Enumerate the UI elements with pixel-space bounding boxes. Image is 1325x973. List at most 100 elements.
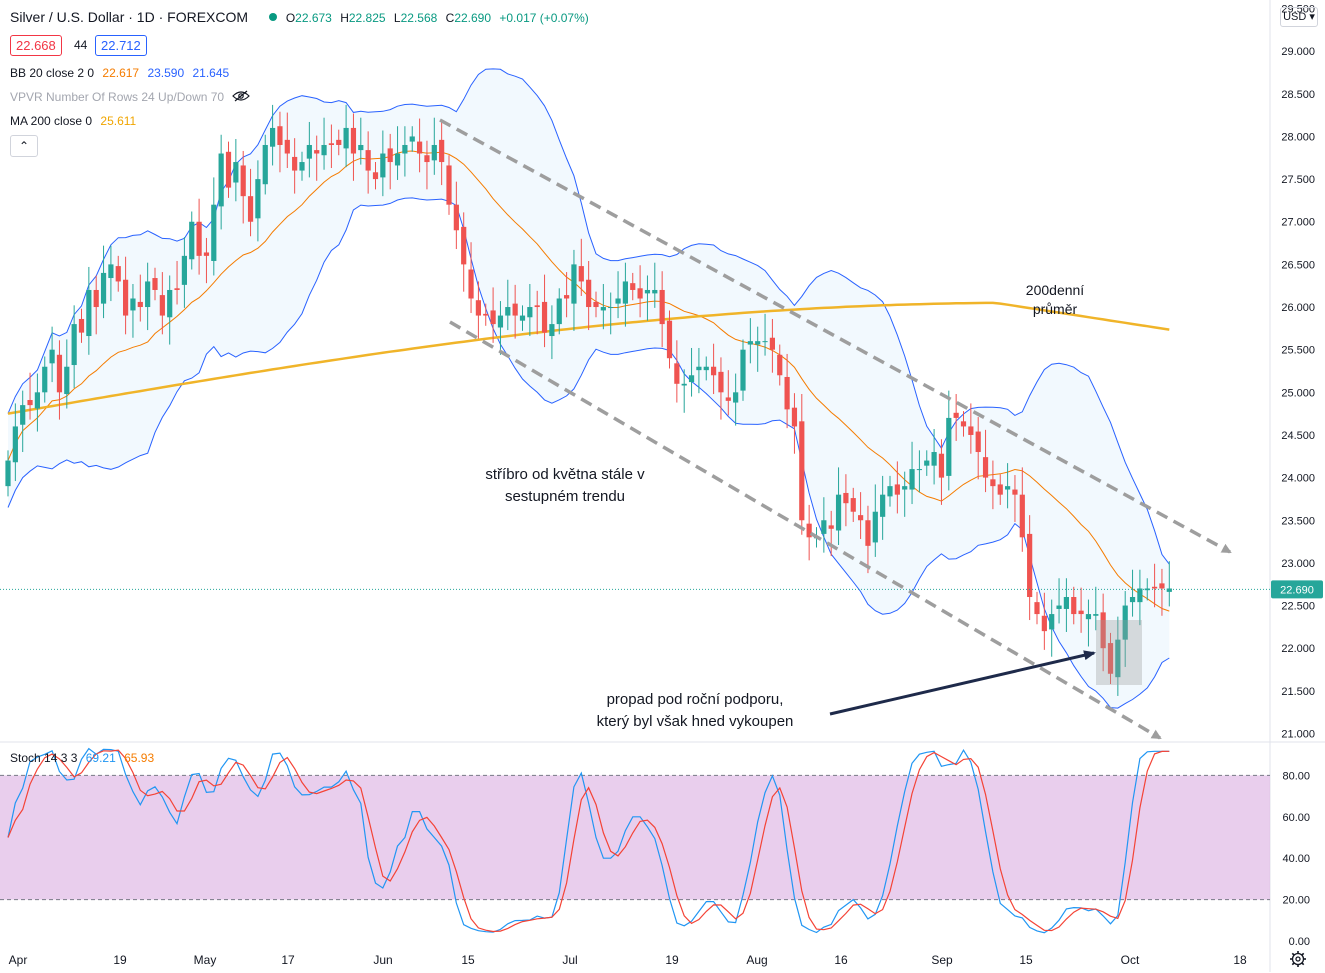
candle-body (1056, 605, 1062, 609)
candle-body (417, 141, 423, 154)
price-tick-label: 28.000 (1281, 131, 1315, 143)
symbol-legend[interactable]: Silver / U.S. Dollar · 1D · FOREXCOM O22… (10, 9, 599, 25)
candle-body (571, 264, 577, 304)
candle-body (100, 272, 107, 304)
candle-body (314, 150, 320, 154)
time-tick-label: 17 (281, 953, 295, 967)
candle-body (747, 341, 753, 345)
candle-body (733, 392, 739, 403)
candle-body (608, 307, 614, 309)
candle-body (365, 150, 371, 171)
candle-body (975, 431, 981, 453)
price-tick-label: 24.000 (1281, 473, 1315, 485)
gear-icon[interactable] (1289, 950, 1307, 968)
candle-body (1115, 639, 1121, 678)
highlight-box[interactable] (1096, 620, 1142, 685)
ohlc-values: O22.673 H22.825 L22.568 C22.690 +0.017 (… (285, 11, 589, 25)
candle-body (86, 289, 92, 337)
candlestick-series (5, 104, 1172, 696)
stoch-d-line (7, 749, 1170, 933)
candle-body (740, 349, 746, 391)
candle-body (1012, 489, 1018, 495)
candle-body (1144, 588, 1150, 591)
candle-body (1152, 586, 1158, 589)
stoch-legend[interactable]: Stoch 14 3 3 69.21 65.93 (10, 751, 159, 765)
candle-body (453, 204, 459, 231)
lower-trend-line[interactable] (449, 320, 1162, 740)
eye-hidden-icon[interactable] (232, 90, 251, 105)
candle-body (1078, 610, 1084, 615)
support-annotation[interactable]: propad pod roční podporu, který byl však… (596, 691, 794, 730)
candle-body (34, 392, 40, 409)
candle-body (806, 523, 812, 538)
candle-body (777, 354, 783, 376)
collapse-legend-button[interactable]: ⌃ (10, 135, 38, 157)
candle-body (894, 484, 900, 495)
sell-price-box[interactable]: 22.668 (10, 35, 62, 56)
candle-body (828, 525, 834, 529)
candle-body (549, 324, 555, 337)
candle-body (409, 136, 415, 142)
ma-legend[interactable]: MA 200 close 0 25.611 (10, 114, 141, 128)
candle-body (982, 457, 989, 478)
bb-legend[interactable]: BB 20 close 2 0 22.617 23.590 21.645 (10, 66, 234, 80)
ma200-annotation[interactable]: 200denní průměr (1025, 282, 1085, 317)
candle-body (1122, 605, 1128, 640)
price-tick-label: 23.500 (1281, 515, 1315, 527)
bollinger-bands (7, 68, 1170, 709)
time-tick-label: Aug (746, 953, 767, 967)
candle-body (233, 162, 239, 183)
candle-body (1159, 583, 1165, 589)
candle-body (483, 313, 489, 316)
candle-body (931, 452, 937, 466)
price-tick-label: 26.000 (1281, 302, 1315, 314)
candle-body (696, 366, 702, 371)
candle-body (270, 127, 276, 147)
upper-trend-line[interactable] (439, 118, 1232, 554)
candle-body (725, 397, 731, 401)
candle-body (5, 460, 11, 487)
candle-body (56, 354, 63, 393)
price-tick-label: 21.000 (1281, 728, 1315, 740)
candle-body (1049, 614, 1055, 630)
bb-label: BB 20 close 2 0 (10, 66, 95, 80)
bb-lower-line (7, 197, 1170, 709)
candle-body (997, 484, 1003, 495)
candle-body (821, 520, 827, 534)
vpvr-legend[interactable]: VPVR Number Of Rows 24 Up/Down 70 (10, 90, 255, 105)
candle-body (123, 279, 129, 316)
time-tick-label: Sep (931, 953, 953, 967)
candle-body (284, 139, 290, 154)
candle-body (586, 279, 592, 308)
buy-price-box[interactable]: 22.712 (95, 35, 147, 56)
candle-body (711, 366, 717, 376)
pointer-arrow[interactable] (829, 650, 1096, 716)
time-tick-label: 19 (665, 953, 679, 967)
candle-body (799, 421, 805, 521)
candle-body (468, 269, 474, 299)
candle-body (380, 153, 386, 178)
price-tick-label: 27.500 (1281, 174, 1315, 186)
candle-body (512, 303, 518, 316)
symbol-title[interactable]: Silver / U.S. Dollar · 1D · FOREXCOM (10, 9, 249, 25)
time-tick-label: Apr (9, 953, 28, 967)
currency-selector[interactable]: USD ▾ (1280, 7, 1318, 27)
candle-body (666, 320, 673, 359)
candle-body (865, 520, 871, 546)
candle-body (1129, 597, 1136, 603)
candle-body (27, 399, 33, 406)
candle-body (909, 469, 915, 490)
candle-body (534, 305, 540, 308)
time-tick-label: Jun (373, 953, 392, 967)
candle-body (152, 278, 158, 290)
bb-upper-value: 23.590 (147, 66, 185, 80)
candle-body (556, 298, 562, 325)
candle-body (652, 289, 658, 294)
candle-body (784, 376, 790, 410)
time-tick-label: Jul (562, 953, 577, 967)
stoch-tick-label: 80.00 (1282, 770, 1310, 782)
trend-annotation[interactable]: stříbro od května stále v sestupném tren… (485, 466, 645, 505)
price-tick-label: 28.500 (1281, 89, 1315, 101)
time-tick-label: 15 (1019, 953, 1033, 967)
